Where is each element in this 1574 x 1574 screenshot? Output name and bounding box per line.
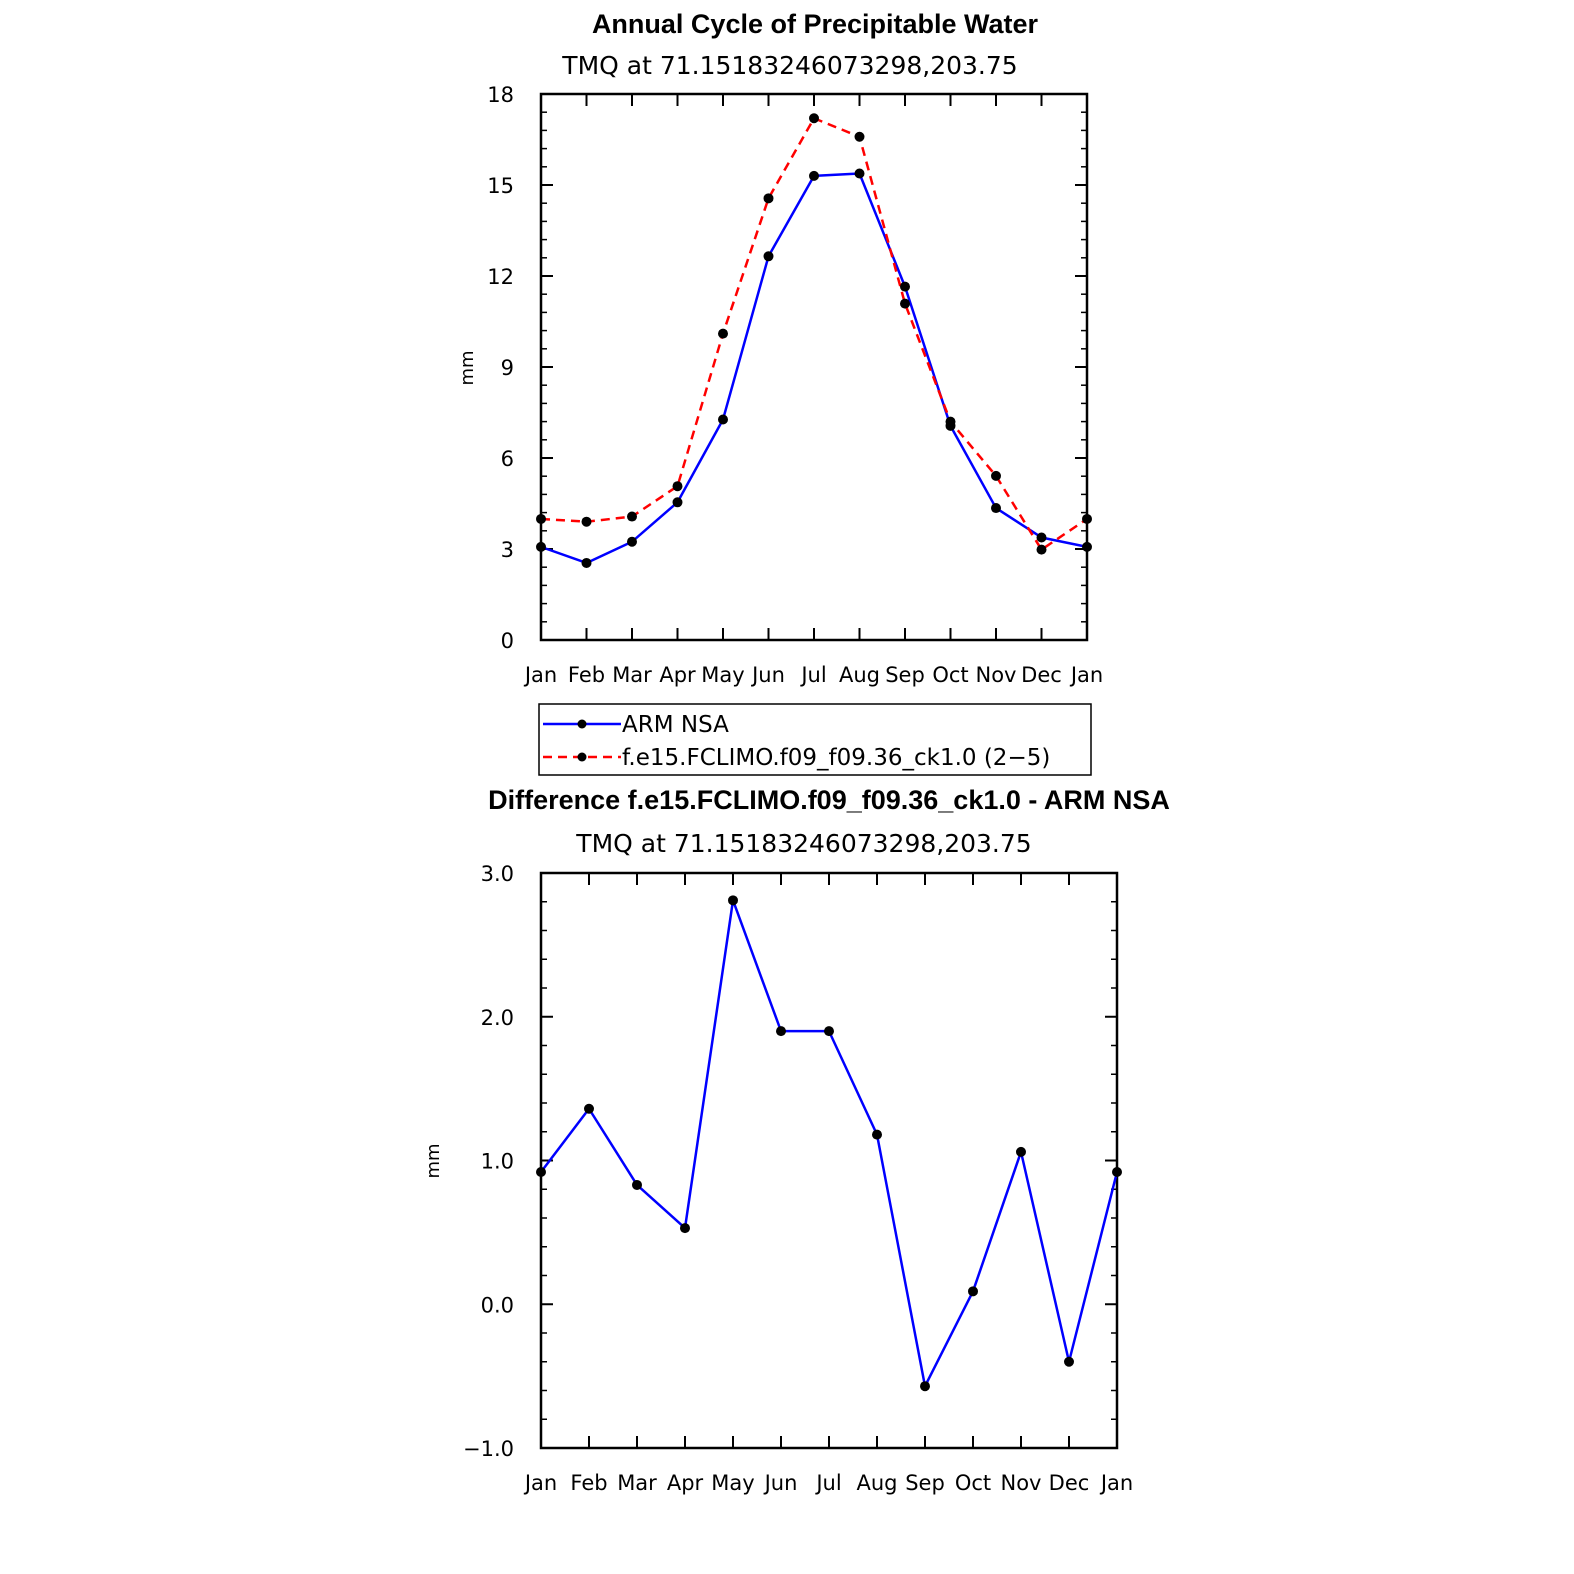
top-chart-title: Annual Cycle of Precipitable Water: [592, 9, 1039, 39]
x-tick-label: Jun: [763, 1471, 798, 1495]
x-tick-label: Nov: [976, 663, 1017, 687]
data-point: [1112, 1167, 1122, 1177]
y-tick-label: 9: [501, 356, 514, 380]
x-tick-label: Jul: [814, 1471, 841, 1495]
y-tick-label: −1.0: [463, 1437, 514, 1461]
x-tick-label: May: [711, 1471, 754, 1495]
series-line-1: [540, 117, 1088, 551]
top-chart: Annual Cycle of Precipitable Water TMQ a…: [457, 9, 1103, 776]
data-point: [991, 470, 1001, 481]
bottom-chart-axes: Jan Feb Mar Apr May Jun Jul Aug Sep Oct Nov Dec Jan−…: [463, 862, 1133, 1495]
data-point: [672, 497, 683, 508]
x-tick-label: Mar: [612, 663, 652, 687]
bottom-chart-title: Difference f.e15.FCLIMO.f09_f09.36_ck1.0…: [488, 785, 1170, 815]
y-tick-label: 3.0: [481, 862, 514, 886]
data-point: [945, 416, 956, 427]
bottom-chart-subtitle: TMQ at 71.15183246073298,203.75: [575, 829, 1031, 858]
data-point: [1064, 1356, 1074, 1367]
data-point: [854, 131, 865, 142]
data-point: [536, 1167, 546, 1177]
y-tick-label: 1.0: [481, 1150, 514, 1174]
top-chart-y-axis-label: mm: [457, 350, 478, 385]
data-point: [672, 481, 683, 492]
legend-label-model: f.e15.FCLIMO.f09_f09.36_ck1.0 (2−5): [622, 745, 1050, 771]
data-point: [718, 414, 728, 425]
y-tick-label: 6: [501, 447, 514, 471]
y-tick-label: 0: [501, 629, 514, 653]
data-point: [680, 1223, 690, 1234]
data-point: [900, 298, 910, 309]
x-tick-label: Jun: [750, 663, 785, 687]
data-point: [1036, 532, 1047, 543]
data-point: [920, 1381, 930, 1392]
legend-box: [538, 703, 1092, 776]
data-point: [809, 113, 819, 124]
data-point: [584, 1103, 594, 1114]
series-line-0: [540, 172, 1088, 565]
series-line-0: [540, 899, 1119, 1388]
y-tick-label: 2.0: [481, 1006, 514, 1030]
data-point: [627, 536, 637, 547]
data-point: [718, 328, 728, 339]
data-point: [632, 1179, 642, 1190]
y-tick-label: 15: [487, 174, 514, 198]
legend-marker-model: [577, 752, 587, 762]
y-tick-label: 12: [487, 265, 514, 289]
x-tick-label: Apr: [667, 1471, 704, 1495]
plot-frame: [539, 871, 1119, 1450]
x-tick-label: Nov: [1001, 1471, 1042, 1495]
bottom-chart-y-axis-label: mm: [423, 1143, 444, 1178]
x-tick-label: Apr: [659, 663, 696, 687]
top-chart-series: [536, 113, 1092, 568]
x-tick-label: Feb: [570, 1471, 607, 1495]
y-tick-label: 18: [487, 83, 514, 107]
x-tick-label: Sep: [905, 1471, 945, 1495]
x-tick-label: May: [701, 663, 744, 687]
data-point: [991, 503, 1001, 514]
y-tick-label: 0.0: [481, 1293, 514, 1317]
x-tick-label: Oct: [932, 663, 968, 687]
legend: ARM NSA f.e15.FCLIMO.f09_f09.36_ck1.0 (2…: [538, 703, 1092, 776]
data-point: [536, 541, 546, 552]
x-tick-label: Feb: [568, 663, 605, 687]
x-tick-label: Jan: [1069, 663, 1103, 687]
data-point: [968, 1286, 978, 1297]
legend-label-arm-nsa: ARM NSA: [622, 712, 729, 738]
data-point: [1036, 544, 1047, 555]
data-point: [728, 895, 738, 906]
data-point: [581, 557, 592, 568]
x-tick-label: Jan: [523, 1471, 557, 1495]
data-point: [763, 193, 774, 204]
legend-marker-arm-nsa: [577, 719, 587, 729]
x-tick-label: Mar: [617, 1471, 657, 1495]
y-tick-label: 3: [501, 538, 514, 562]
data-point: [1082, 513, 1092, 524]
top-chart-subtitle: TMQ at 71.15183246073298,203.75: [561, 51, 1017, 80]
bottom-chart-series: [536, 895, 1122, 1392]
data-point: [872, 1129, 882, 1140]
data-point: [536, 513, 546, 524]
x-tick-label: Dec: [1049, 1471, 1090, 1495]
x-tick-label: Jan: [523, 663, 557, 687]
data-point: [900, 281, 910, 292]
x-tick-label: Sep: [885, 663, 925, 687]
data-point: [1016, 1146, 1026, 1157]
x-tick-label: Dec: [1021, 663, 1062, 687]
data-point: [763, 251, 774, 262]
data-point: [809, 170, 819, 181]
x-tick-label: Jul: [799, 663, 826, 687]
data-point: [627, 511, 637, 522]
data-point: [854, 168, 865, 179]
top-chart-axes: Jan Feb Mar Apr May Jun Jul Aug Sep Oct Nov Dec Jan 0…: [487, 83, 1103, 687]
data-point: [1082, 541, 1092, 552]
data-point: [776, 1026, 786, 1037]
x-tick-label: Jan: [1099, 1471, 1133, 1495]
x-tick-label: Aug: [856, 1471, 897, 1495]
data-point: [824, 1026, 834, 1037]
data-point: [581, 516, 592, 527]
x-tick-label: Aug: [839, 663, 880, 687]
bottom-chart: Difference f.e15.FCLIMO.f09_f09.36_ck1.0…: [423, 785, 1170, 1495]
x-tick-label: Oct: [955, 1471, 991, 1495]
